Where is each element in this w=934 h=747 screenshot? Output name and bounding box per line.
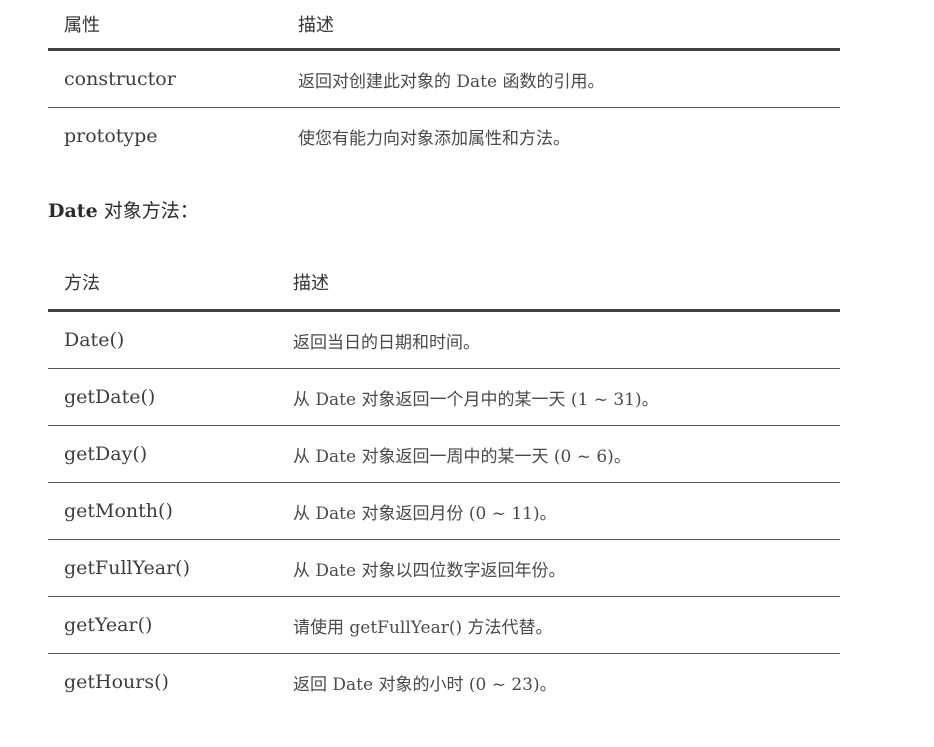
table-row: getDay() 从 Date 对象返回一周中的某一天 (0 ~ 6)。: [48, 425, 840, 483]
column-header-method: 方法: [48, 254, 277, 312]
column-header-property: 属性: [48, 0, 282, 51]
table-row: constructor 返回对创建此对象的 Date 函数的引用。: [48, 49, 840, 108]
table-row: Date() 返回当日的日期和时间。: [48, 310, 840, 369]
method-description: 返回 Date 对象的小时 (0 ~ 23)。: [293, 674, 557, 695]
methods-table: 方法 描述 Date() 返回当日的日期和时间。 getDate() 从 Dat…: [48, 254, 840, 710]
table-row: prototype 使您有能力向对象添加属性和方法。: [48, 108, 840, 165]
section-title: Date 对象方法：: [48, 196, 199, 226]
method-description: 从 Date 对象返回月份 (0 ~ 11)。: [277, 482, 840, 540]
property-description: 使您有能力向对象添加属性和方法。: [298, 128, 570, 149]
method-description: 请使用 getFullYear() 方法代替。: [277, 596, 840, 654]
method-name: getDay(): [48, 425, 277, 483]
section-title-text: 对象方法：: [97, 200, 199, 222]
method-name: getFullYear(): [48, 539, 277, 597]
method-description: 从 Date 对象以四位数字返回年份。: [277, 539, 840, 597]
column-header-description: 描述: [277, 254, 840, 312]
table-header-row: 属性 描述: [48, 0, 840, 51]
properties-table: 属性 描述 constructor 返回对创建此对象的 Date 函数的引用。 …: [48, 0, 840, 164]
table-row: getFullYear() 从 Date 对象以四位数字返回年份。: [48, 539, 840, 597]
table-row: getYear() 请使用 getFullYear() 方法代替。: [48, 596, 840, 654]
document-body: 属性 描述 constructor 返回对创建此对象的 Date 函数的引用。 …: [48, 0, 840, 695]
method-description: 从 Date 对象返回一个月中的某一天 (1 ~ 31)。: [277, 368, 840, 426]
property-name: constructor: [48, 49, 282, 108]
method-description: 从 Date 对象返回一周中的某一天 (0 ~ 6)。: [277, 425, 840, 483]
table-row: getMonth() 从 Date 对象返回月份 (0 ~ 11)。: [48, 482, 840, 540]
method-name: getHours(): [64, 671, 169, 693]
property-name: prototype: [64, 125, 158, 147]
method-name: Date(): [48, 310, 277, 369]
method-name: getYear(): [48, 596, 277, 654]
table-row: getDate() 从 Date 对象返回一个月中的某一天 (1 ~ 31)。: [48, 368, 840, 426]
table-row: getHours() 返回 Date 对象的小时 (0 ~ 23)。: [48, 654, 840, 711]
column-header-description: 描述: [282, 0, 840, 51]
property-description: 返回对创建此对象的 Date 函数的引用。: [282, 49, 840, 108]
method-name: getDate(): [48, 368, 277, 426]
table-header-row: 方法 描述: [48, 254, 840, 312]
method-name: getMonth(): [48, 482, 277, 540]
method-description: 返回当日的日期和时间。: [277, 310, 840, 369]
section-title-bold: Date: [48, 200, 98, 222]
